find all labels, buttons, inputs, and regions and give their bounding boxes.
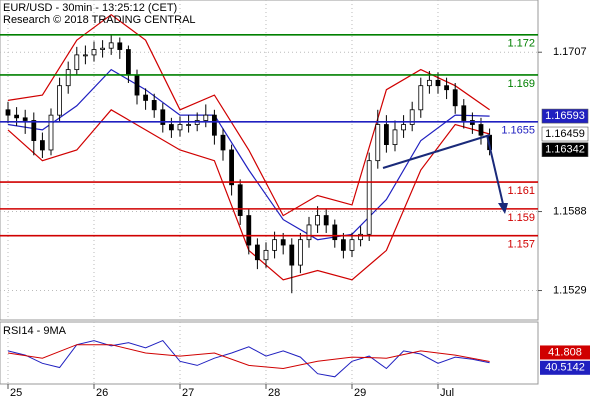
candle-body — [57, 85, 62, 116]
candle-body — [100, 47, 105, 50]
candle-body — [272, 239, 277, 251]
price-box — [541, 142, 589, 157]
candle-body — [306, 224, 312, 241]
price-box — [541, 126, 589, 142]
rsi-box — [540, 360, 590, 375]
candle-body — [168, 124, 174, 131]
candle-body — [125, 49, 131, 76]
line-series — [7, 13, 490, 217]
candle-body — [91, 49, 97, 56]
price-box-label: 1.16342 — [545, 144, 585, 156]
candle-body — [108, 42, 114, 49]
candle-body — [31, 120, 37, 141]
candle-body — [383, 124, 389, 146]
x-tick-label: 25 — [10, 387, 22, 399]
level-label: 1.157 — [507, 239, 535, 251]
level-label: 1.161 — [507, 185, 535, 197]
candle-body — [461, 105, 467, 121]
candle-body — [143, 94, 148, 101]
candle-body — [323, 215, 329, 226]
candle-body — [5, 109, 11, 116]
candle-body — [22, 117, 28, 121]
candle-body — [220, 134, 226, 151]
candle-body — [117, 42, 123, 50]
level-label: 1.159 — [507, 212, 535, 224]
candle-body — [444, 85, 449, 91]
candle-body — [340, 239, 346, 251]
candle-body — [151, 100, 157, 111]
candle-body — [426, 79, 432, 87]
candle-body — [74, 54, 80, 71]
candle-body — [39, 140, 45, 151]
level-label: 1.172 — [507, 38, 535, 50]
candle-body — [14, 114, 19, 119]
candle-body — [289, 244, 295, 266]
candle-body — [186, 124, 191, 126]
x-tick-label: 26 — [96, 387, 108, 399]
x-tick-label: 28 — [268, 387, 280, 399]
y-tick-label: 1.1529 — [553, 284, 587, 296]
line-series — [7, 344, 490, 370]
rsi-box — [540, 345, 590, 360]
y-tick-label: 1.1707 — [553, 46, 587, 58]
candle-body — [237, 184, 243, 216]
candle-body — [435, 79, 441, 87]
candle-body — [375, 124, 381, 162]
price-panel — [0, 0, 539, 321]
candle-body — [65, 69, 71, 87]
price-box-label: 1.16593 — [545, 110, 585, 122]
y-tick-label: 1.1588 — [553, 205, 587, 217]
candle-body — [177, 124, 183, 131]
candle-body — [211, 114, 217, 136]
candle-body — [409, 109, 415, 125]
candle-body — [82, 54, 88, 57]
candle-body — [203, 114, 209, 121]
candle-body — [401, 124, 406, 131]
candle-body — [392, 129, 398, 146]
forecast-arrow — [486, 134, 504, 205]
candle-body — [366, 160, 372, 235]
rsi-panel — [0, 321, 539, 385]
candle-body — [358, 233, 363, 241]
candle-body — [254, 244, 260, 261]
candle-body — [246, 215, 252, 246]
candle-body — [134, 74, 140, 96]
x-tick-label: Jul — [440, 387, 454, 399]
level-label: 1.1655 — [501, 125, 535, 137]
candle-body — [418, 85, 424, 111]
candle-body — [297, 239, 303, 266]
candle-body — [452, 89, 458, 107]
rsi-title: RSI14 - 9MA — [3, 325, 67, 337]
x-tick-label: 29 — [354, 387, 366, 399]
level-label: 1.169 — [507, 78, 535, 90]
price-box — [541, 108, 589, 124]
candle-body — [263, 249, 269, 261]
candle-body — [280, 239, 286, 246]
candle-body — [349, 239, 355, 251]
chart-subtitle: Research © 2018 TRADING CENTRAL — [3, 14, 196, 26]
candle-body — [229, 149, 234, 186]
candle-body — [478, 124, 484, 136]
trend-line — [382, 134, 491, 169]
chart-title: EUR/USD - 30min - 13:25:12 (CET) — [3, 2, 177, 14]
arrow-head — [498, 203, 508, 214]
candle-body — [48, 114, 54, 151]
candle-body — [332, 224, 338, 241]
x-tick-label: 27 — [182, 387, 194, 399]
rsi-box-label: 40.5142 — [545, 362, 585, 374]
line-series — [7, 339, 490, 378]
candle-body — [315, 215, 320, 226]
candle-body — [160, 109, 166, 125]
price-box-label: 1.16459 — [545, 128, 585, 140]
rsi-box-label: 41.808 — [548, 346, 582, 358]
